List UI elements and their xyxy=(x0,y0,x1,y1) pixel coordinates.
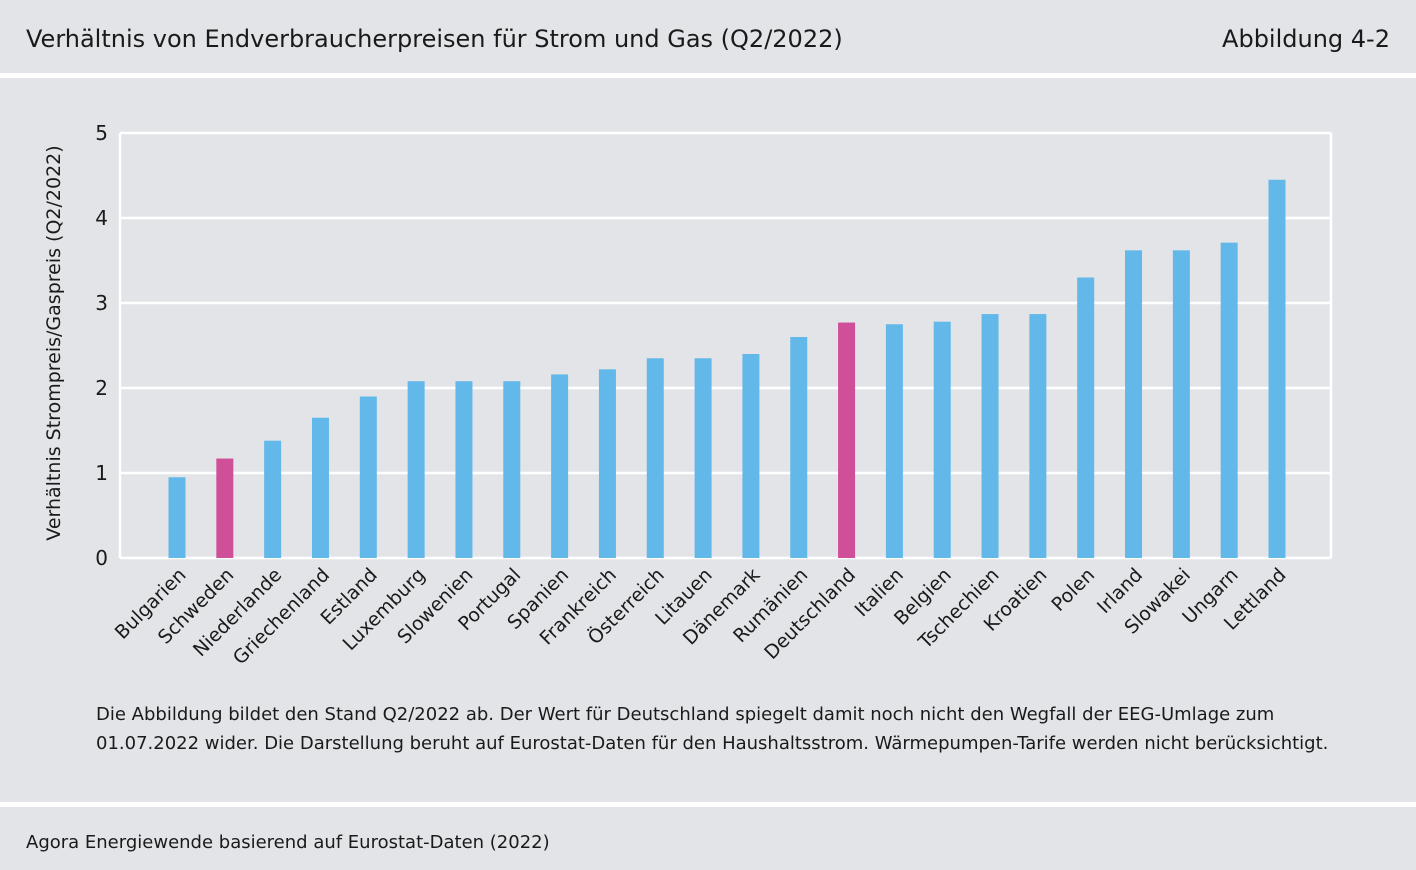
bar xyxy=(455,381,473,558)
bar xyxy=(359,396,377,558)
bar xyxy=(1220,242,1238,558)
y-tick-label: 4 xyxy=(95,206,108,230)
bar xyxy=(1077,277,1095,558)
y-tick-label: 5 xyxy=(95,121,108,145)
bar xyxy=(311,417,329,558)
x-tick-labels: BulgarienSchwedenNiederlandeGriechenland… xyxy=(111,563,1291,669)
bar xyxy=(407,381,425,558)
bar xyxy=(551,374,569,558)
source-text: Agora Energiewende basierend auf Eurosta… xyxy=(26,832,550,853)
bar xyxy=(790,337,808,558)
bar xyxy=(694,358,712,558)
bar xyxy=(598,369,616,558)
bar xyxy=(1029,314,1047,558)
bar-chart: 0 1 2 3 4 5 BulgarienSchwedenNiederlandeGriec… xyxy=(43,121,1333,669)
bar xyxy=(1268,179,1286,558)
grid-lines xyxy=(118,131,1333,560)
bars xyxy=(168,179,1286,559)
y-axis-label: Verhältnis Strompreis/Gaspreis (Q2/2022) xyxy=(43,145,65,540)
bar xyxy=(646,358,664,558)
divider-top xyxy=(0,73,1416,78)
bar xyxy=(216,458,234,558)
bar xyxy=(981,314,999,558)
bar xyxy=(933,321,951,558)
y-tick-label: 3 xyxy=(95,291,108,315)
bar xyxy=(1172,250,1190,559)
bar xyxy=(742,354,760,558)
bar xyxy=(168,477,186,558)
figure-label: Abbildung 4-2 xyxy=(1222,25,1390,53)
y-tick-label: 0 xyxy=(95,546,108,570)
header: Verhältnis von Endverbraucherpreisen für… xyxy=(0,0,1416,74)
divider-bottom xyxy=(0,802,1416,807)
y-tick-labels: 0 1 2 3 4 5 xyxy=(95,121,108,570)
x-tick-label: Polen xyxy=(1047,564,1099,616)
bar xyxy=(885,324,903,558)
chart-note-line-1: Die Abbildung bildet den Stand Q2/2022 a… xyxy=(96,704,1275,725)
y-tick-label: 1 xyxy=(95,461,108,485)
bar xyxy=(503,381,521,558)
bar xyxy=(264,440,282,558)
bar xyxy=(1125,250,1143,559)
y-tick-label: 2 xyxy=(95,376,108,400)
bar xyxy=(838,322,856,558)
page-title: Verhältnis von Endverbraucherpreisen für… xyxy=(26,25,843,53)
chart-note: Die Abbildung bildet den Stand Q2/2022 a… xyxy=(96,700,1396,758)
chart-note-line-2: 01.07.2022 wider. Die Darstellung beruht… xyxy=(96,733,1329,754)
